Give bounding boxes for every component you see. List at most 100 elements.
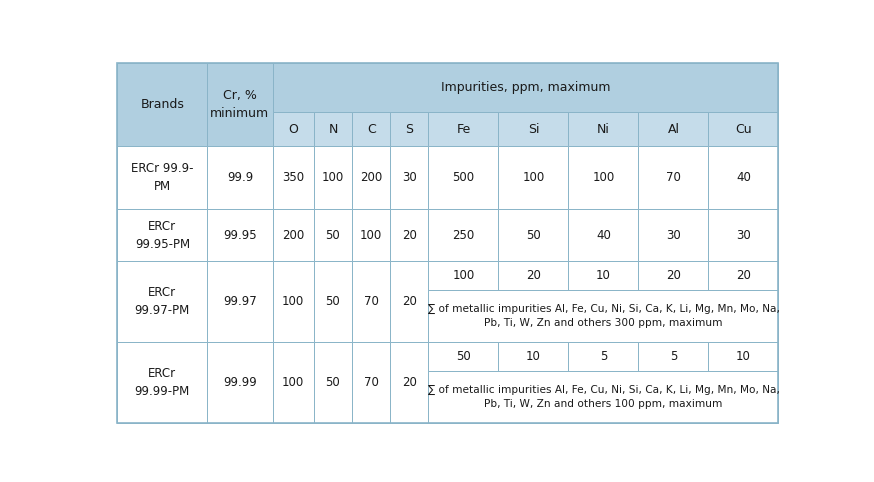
Bar	[391, 209, 428, 261]
Bar	[314, 261, 352, 342]
Text: 10: 10	[736, 350, 751, 363]
Text: 30: 30	[402, 171, 417, 184]
Text: 500: 500	[453, 171, 475, 184]
Text: 50: 50	[326, 376, 340, 389]
Text: Cu: Cu	[735, 122, 752, 135]
Bar	[314, 342, 352, 423]
Bar	[117, 342, 207, 423]
Text: N: N	[329, 122, 337, 135]
Text: ERCr
99.97-PM: ERCr 99.97-PM	[135, 286, 190, 318]
Text: 100: 100	[282, 376, 304, 389]
Text: Brands: Brands	[141, 98, 184, 111]
Text: ERCr
99.99-PM: ERCr 99.99-PM	[135, 367, 190, 399]
Bar	[207, 342, 273, 423]
Bar	[498, 209, 568, 261]
Text: 70: 70	[666, 171, 681, 184]
Bar	[273, 342, 314, 423]
Text: 350: 350	[282, 171, 304, 184]
Bar	[207, 146, 273, 209]
Bar	[314, 146, 352, 209]
Bar	[428, 209, 498, 261]
Bar	[117, 209, 207, 261]
Bar	[498, 112, 568, 146]
Text: Fe: Fe	[456, 122, 470, 135]
Text: S: S	[406, 122, 413, 135]
Text: 40: 40	[736, 171, 751, 184]
Text: 20: 20	[666, 269, 681, 282]
Text: 200: 200	[360, 171, 382, 184]
Bar	[568, 209, 638, 261]
Bar	[273, 112, 314, 146]
Bar	[391, 146, 428, 209]
Bar	[273, 209, 314, 261]
Text: 20: 20	[402, 376, 417, 389]
Bar	[568, 261, 638, 290]
Bar	[498, 342, 568, 371]
Bar	[568, 342, 638, 371]
Text: O: O	[288, 122, 298, 135]
Text: 5: 5	[669, 350, 677, 363]
Bar	[273, 146, 314, 209]
Text: 20: 20	[402, 295, 417, 308]
Text: 30: 30	[736, 229, 751, 242]
Text: 99.99: 99.99	[223, 376, 257, 389]
Text: 40: 40	[596, 229, 611, 242]
Text: 10: 10	[526, 350, 541, 363]
Text: 100: 100	[593, 171, 614, 184]
Bar	[638, 209, 709, 261]
Text: 20: 20	[736, 269, 751, 282]
Bar	[391, 112, 428, 146]
Bar	[117, 64, 207, 146]
Text: 20: 20	[402, 229, 417, 242]
Bar	[391, 261, 428, 342]
Text: 30: 30	[666, 229, 681, 242]
Bar	[352, 209, 391, 261]
Bar	[352, 146, 391, 209]
Text: Cr, %
minimum: Cr, % minimum	[211, 89, 269, 120]
Bar	[117, 146, 207, 209]
Bar	[352, 342, 391, 423]
Text: 5: 5	[600, 350, 607, 363]
Bar	[428, 290, 779, 342]
Bar	[352, 112, 391, 146]
Text: 100: 100	[322, 171, 344, 184]
Text: 200: 200	[282, 229, 304, 242]
Bar	[273, 64, 779, 112]
Text: 70: 70	[364, 295, 378, 308]
Text: 70: 70	[364, 376, 378, 389]
Text: 100: 100	[360, 229, 382, 242]
Bar	[207, 209, 273, 261]
Bar	[709, 261, 779, 290]
Text: 100: 100	[453, 269, 475, 282]
Text: 100: 100	[523, 171, 545, 184]
Text: ∑ of metallic impurities Al, Fe, Cu, Ni, Si, Ca, K, Li, Mg, Mn, Mo, Na,
Pb, Ti, : ∑ of metallic impurities Al, Fe, Cu, Ni,…	[427, 385, 780, 409]
Text: Impurities, ppm, maximum: Impurities, ppm, maximum	[440, 81, 610, 94]
Text: 10: 10	[596, 269, 611, 282]
Bar	[117, 261, 207, 342]
Text: 50: 50	[326, 229, 340, 242]
Bar	[498, 146, 568, 209]
Text: Al: Al	[668, 122, 679, 135]
Text: 20: 20	[526, 269, 541, 282]
Bar	[428, 261, 498, 290]
Text: Ni: Ni	[597, 122, 610, 135]
Bar	[638, 146, 709, 209]
Bar	[498, 261, 568, 290]
Text: 50: 50	[456, 350, 471, 363]
Text: Si: Si	[528, 122, 539, 135]
Text: 50: 50	[526, 229, 541, 242]
Bar	[273, 261, 314, 342]
Bar	[638, 112, 709, 146]
Bar	[391, 342, 428, 423]
Bar	[709, 146, 779, 209]
Bar	[428, 371, 779, 423]
Bar	[352, 261, 391, 342]
Bar	[428, 112, 498, 146]
Bar	[314, 209, 352, 261]
Text: 250: 250	[453, 229, 475, 242]
Bar	[428, 342, 498, 371]
Bar	[207, 261, 273, 342]
Bar	[568, 146, 638, 209]
Text: 99.95: 99.95	[223, 229, 257, 242]
Text: 50: 50	[326, 295, 340, 308]
